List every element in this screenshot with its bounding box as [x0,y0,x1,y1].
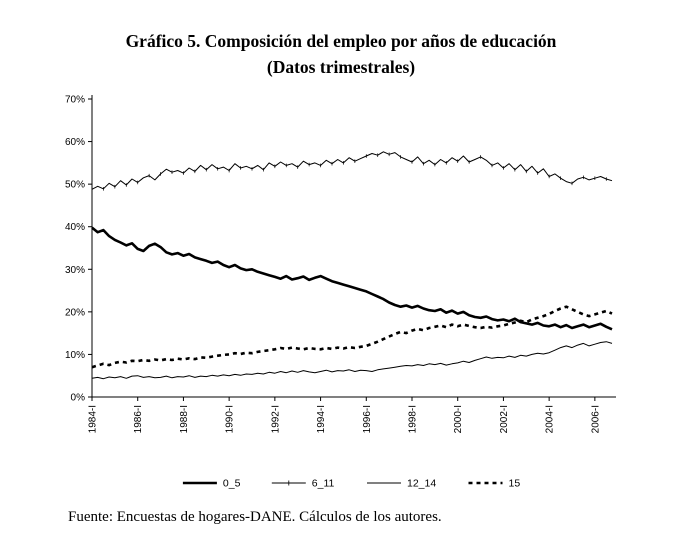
source-note: Fuente: Encuestas de hogares-DANE. Cálcu… [68,508,442,525]
x-tick-label: 2006-I [590,405,601,433]
chart-svg: 0% 10% 20% 30% 40% 50% 60% 70% 1984-I 1986-I 1988-… [65,94,616,489]
figure-title-line2: (Datos trimestrales) [266,57,416,78]
figure-title: Gráfico 5. Composición del empleo por añ… [0,28,682,81]
x-tick-label: 1988-I [179,405,190,433]
legend-label-15: 15 [509,477,521,489]
x-tick-label: 1998-I [408,405,419,433]
x-tick-label: 2002-I [499,405,510,433]
y-tick-label: 30% [65,264,85,275]
y-tick-label: 60% [65,137,85,148]
x-tick-label: 2004-I [545,405,556,433]
figure-title-line1: Gráfico 5. Composición del empleo por añ… [125,31,557,51]
legend-label-6_11: 6_11 [312,477,335,489]
series-line-6_11 [91,150,613,190]
x-tick-label: 1992-I [270,405,281,433]
y-tick-label: 40% [65,222,85,233]
legend-label-0_5: 0_5 [223,477,241,489]
y-tick-label: 70% [65,94,85,105]
series-line-0_5 [91,226,613,330]
y-tick-label: 50% [65,179,85,190]
series-line-12_14 [91,340,613,379]
x-tick-label: 1984-I [88,405,99,433]
series-line-15 [91,304,613,368]
x-tick-label: 1996-I [362,405,373,433]
y-tick-label: 0% [71,392,86,403]
x-tick-label: 1990-I [225,405,236,433]
y-tick-label: 20% [65,307,85,318]
x-tick-label: 2000-I [453,405,464,433]
legend-label-12_14: 12_14 [407,477,436,489]
x-tick-label: 1994-I [316,405,327,433]
y-tick-label: 10% [65,349,85,360]
x-tick-label: 1986-I [133,405,144,433]
